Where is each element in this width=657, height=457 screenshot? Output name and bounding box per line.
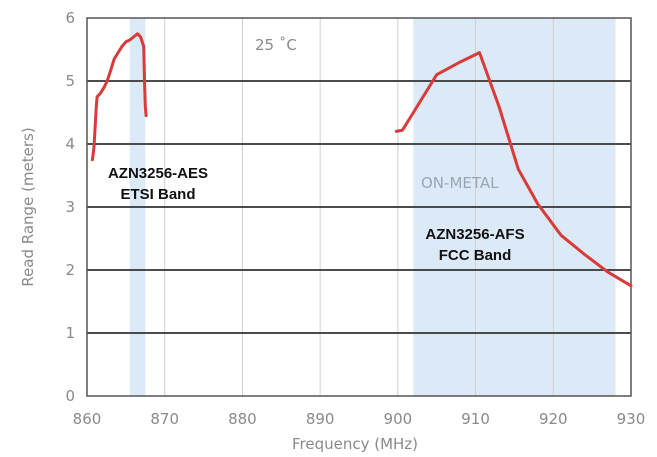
y-tick-label: 6 bbox=[65, 9, 75, 27]
on-metal-annotation: ON-METAL bbox=[421, 174, 499, 192]
x-axis-title: Frequency (MHz) bbox=[292, 435, 418, 453]
plot-frame bbox=[86, 17, 632, 397]
y-tick-label: 5 bbox=[65, 72, 75, 90]
x-tick-label: 910 bbox=[461, 410, 490, 428]
fcc-label-line1: AZN3256-AFS bbox=[425, 226, 524, 243]
x-tick-label: 930 bbox=[617, 410, 646, 428]
x-tick-label: 880 bbox=[228, 410, 257, 428]
etsi-label-line2: ETSI Band bbox=[120, 186, 195, 203]
x-tick-label: 860 bbox=[73, 410, 102, 428]
y-tick-label: 3 bbox=[65, 198, 75, 216]
y-axis-title: Read Range (meters) bbox=[19, 127, 37, 286]
x-tick-label: 870 bbox=[150, 410, 179, 428]
y-tick-label: 4 bbox=[65, 135, 75, 153]
y-tick-label: 0 bbox=[65, 387, 75, 405]
temperature-annotation: 25 ˚C bbox=[255, 36, 297, 54]
y-tick-label: 1 bbox=[65, 324, 75, 342]
x-tick-label: 920 bbox=[539, 410, 568, 428]
series-line-2 bbox=[394, 51, 633, 288]
y-tick-labels: 0 1 2 3 4 5 6 bbox=[65, 9, 75, 405]
x-tick-label: 890 bbox=[306, 410, 335, 428]
series-lines bbox=[90, 32, 633, 288]
y-tick-label: 2 bbox=[65, 261, 75, 279]
x-tick-label: 900 bbox=[384, 410, 413, 428]
fcc-label-line2: FCC Band bbox=[439, 247, 512, 264]
x-tick-labels: 860 870 880 890 900 910 920 930 bbox=[73, 410, 646, 428]
series-line-1 bbox=[90, 32, 148, 162]
etsi-label-line1: AZN3256-AES bbox=[108, 165, 208, 182]
